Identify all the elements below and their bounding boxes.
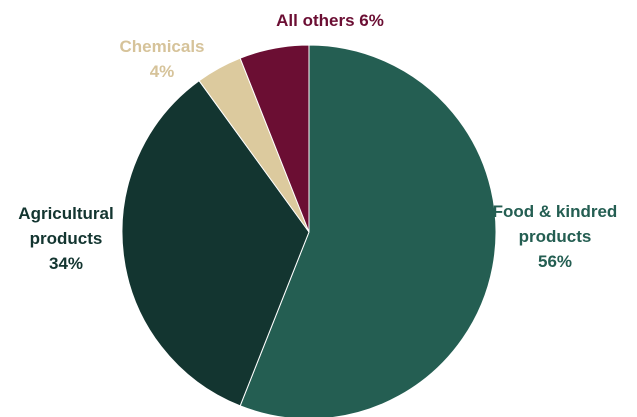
label-all-others: All others 6% (240, 8, 420, 33)
label-all-others-value: 6% (359, 11, 384, 30)
label-agricultural-value: 34% (48, 254, 84, 273)
label-chemicals-line1: Chemicals (119, 37, 205, 56)
label-all-others-text: All others 6% (240, 8, 420, 33)
label-food-kindred-value: 56% (537, 252, 573, 271)
slice-agricultural (121, 80, 310, 407)
label-agricultural: Agricultural products 34% (4, 201, 128, 276)
slice-all-others (239, 44, 310, 233)
pie-slices (121, 44, 497, 417)
label-agricultural-line2: products (29, 229, 103, 248)
label-agricultural-line1: Agricultural (18, 204, 114, 223)
label-food-kindred-line1: Food & kindred (492, 202, 618, 221)
label-chemicals: Chemicals 4% (100, 34, 224, 84)
label-chemicals-value: 4% (149, 62, 175, 81)
label-all-others-line1: All others (276, 11, 355, 30)
slice-food-kindred (239, 44, 497, 417)
label-food-kindred: Food & kindred products 56% (470, 199, 637, 274)
label-food-kindred-line2: products (518, 227, 592, 246)
